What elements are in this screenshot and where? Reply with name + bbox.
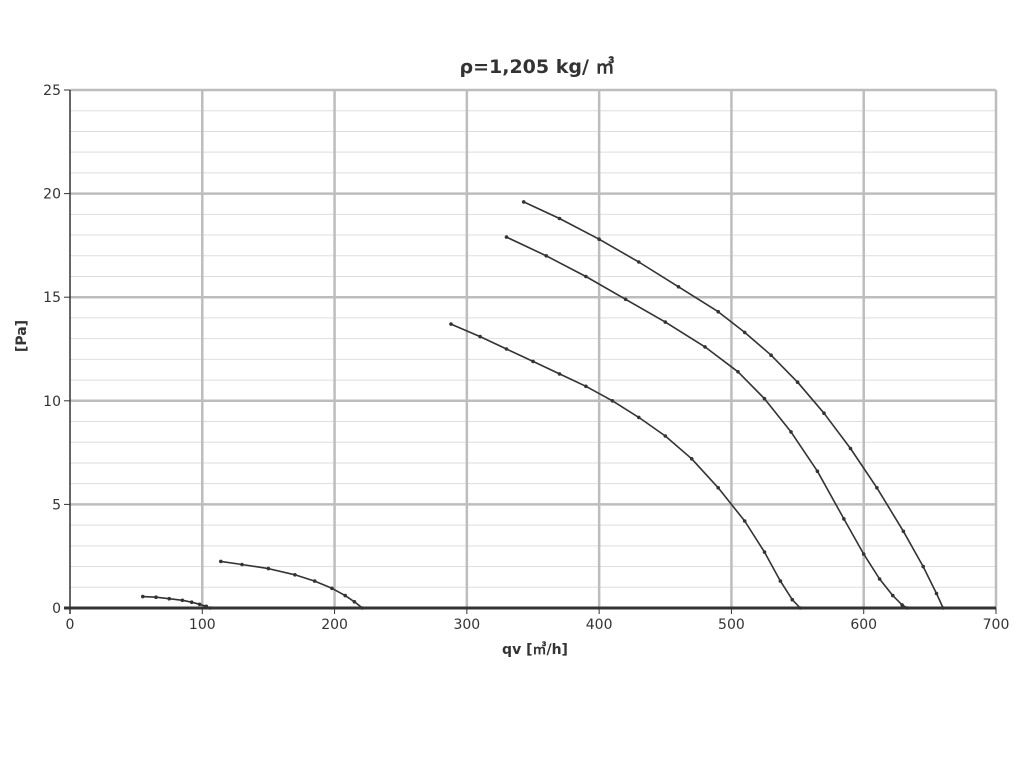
series-3-point (778, 579, 783, 583)
series-5-point (921, 564, 925, 569)
series-1-point (208, 606, 212, 610)
series-2-point (266, 566, 271, 571)
minor-gridlines (70, 110, 996, 588)
series-4-point (736, 370, 740, 374)
x-tick-label: 200 (321, 617, 348, 633)
series-3-point (557, 372, 562, 376)
series-3-point (716, 486, 720, 490)
series-5-point (822, 411, 826, 416)
y-axis-label: [Pa] (14, 320, 30, 352)
series-4-point (861, 552, 866, 556)
series-1-point (197, 602, 202, 607)
y-tick-label: 0 (52, 601, 61, 617)
x-tick-label: 500 (718, 617, 745, 633)
series-2-point (293, 573, 297, 577)
series-1-point (180, 598, 185, 603)
series-4-point (504, 235, 509, 239)
x-tick-label: 100 (189, 617, 216, 633)
y-tick-label: 25 (43, 83, 61, 99)
series-5-point (597, 237, 601, 241)
series-3-point (663, 434, 668, 438)
series-5-point (557, 216, 562, 221)
series-4-point (762, 396, 767, 401)
series-5-point (769, 353, 773, 358)
series-1-point (141, 594, 145, 599)
series-3-point (762, 550, 767, 554)
series-3-point (742, 519, 747, 523)
tick-labels: 0 100 200 300 400 500 600 700 0 5 10 15 20 25 (43, 83, 1009, 633)
series-5-point (637, 260, 641, 264)
x-tick-label: 400 (586, 617, 613, 633)
series-3-point (504, 347, 509, 351)
series-5-point (934, 591, 939, 596)
x-tick-label: 300 (453, 617, 480, 633)
series-4-point (703, 345, 707, 349)
y-tick-label: 20 (43, 187, 61, 203)
series-5-point (875, 486, 879, 490)
major-gridlines (70, 88, 998, 608)
chart-title: ρ=1,205 kg/ ㎥ (459, 55, 614, 78)
series-5-point (941, 606, 945, 610)
x-tick-label: 700 (983, 617, 1010, 633)
series-4-point (842, 517, 846, 521)
series-group (141, 200, 945, 610)
series-4-point (584, 274, 588, 279)
y-tick-label: 5 (52, 497, 61, 513)
series-1-line (142, 595, 211, 609)
series-4-point (877, 577, 882, 581)
series-3-point (449, 322, 453, 326)
series-2-point (360, 606, 365, 610)
y-tick-label: 15 (43, 290, 61, 306)
series-2-point (352, 600, 357, 604)
series-4-point (905, 606, 910, 610)
series-5-point (848, 446, 853, 451)
series-4-line (506, 236, 908, 609)
series-1-point (204, 604, 209, 609)
series-3-point (689, 457, 694, 461)
series-1-point (154, 595, 158, 599)
axes (64, 89, 997, 614)
series-3-line (450, 323, 801, 609)
series-4-point (815, 469, 820, 474)
series-2-point (240, 562, 244, 567)
series-5-line (523, 201, 944, 609)
x-axis-label: qv [㎥/h] (502, 641, 568, 658)
x-tick-label: 600 (850, 617, 877, 633)
series-5-point (795, 380, 800, 385)
series-3-point (798, 606, 802, 610)
series-4-point (544, 254, 548, 258)
series-4-point (623, 297, 628, 302)
series-3-point (637, 415, 641, 420)
series-3-point (584, 384, 588, 389)
series-1-point (167, 596, 171, 601)
series-2-point (343, 593, 348, 598)
series-2-point (330, 586, 334, 591)
series-2-point (219, 559, 223, 564)
series-2-line (220, 560, 363, 609)
series-4-point (900, 603, 904, 607)
y-tick-label: 10 (43, 394, 61, 410)
x-tick-label: 0 (66, 617, 75, 633)
series-5-point (676, 285, 681, 289)
series-1-point (189, 600, 194, 604)
series-3-point (790, 597, 795, 602)
series-5-point (716, 309, 720, 314)
series-2-point (312, 579, 317, 583)
series-5-point (521, 200, 526, 204)
series-5-point (901, 529, 906, 534)
series-3-point (478, 334, 482, 339)
series-4-point (663, 320, 668, 324)
series-3-point (531, 359, 535, 364)
series-4-point (891, 593, 895, 598)
series-4-point (789, 430, 793, 434)
series-5-point (742, 330, 747, 335)
series-3-point (610, 399, 615, 403)
